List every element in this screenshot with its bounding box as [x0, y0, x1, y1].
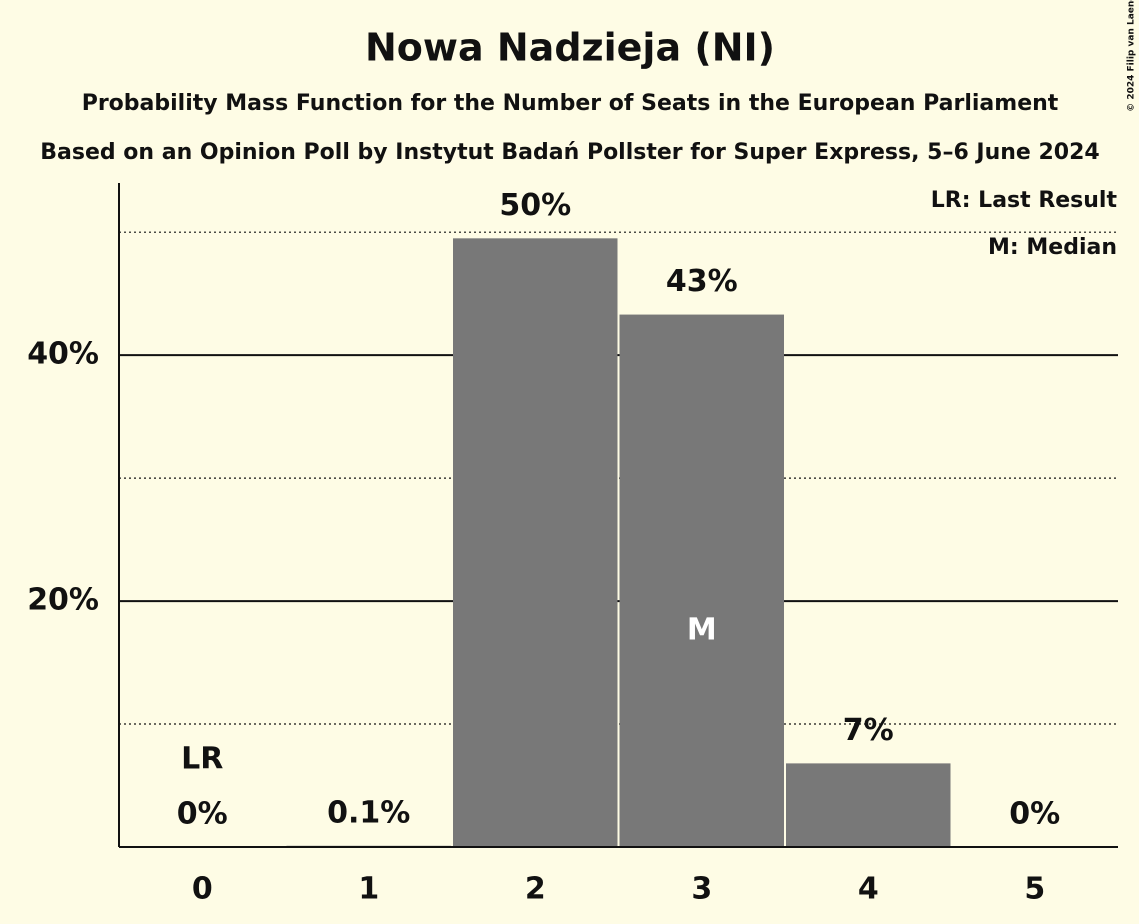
chart-subtitle: Probability Mass Function for the Number… [82, 91, 1059, 116]
value-label: 50% [499, 188, 571, 223]
value-label: 0% [1009, 797, 1060, 832]
x-tick-label: 5 [1024, 872, 1045, 907]
grid [119, 231, 1118, 725]
bar [453, 238, 618, 848]
x-tick-label: 3 [691, 872, 712, 907]
legend-entry: M: Median [988, 235, 1117, 260]
x-tick-label: 4 [858, 872, 879, 907]
y-tick-label: 40% [27, 337, 99, 372]
chart-subtitle: Based on an Opinion Poll by Instytut Bad… [40, 140, 1099, 165]
legend-entry: LR: Last Result [931, 188, 1118, 213]
x-tick-label: 0 [192, 872, 213, 907]
median-marker: M [687, 612, 717, 647]
copyright: © 2024 Filip van Laenen [1127, 0, 1137, 112]
last-result-marker: LR [181, 742, 223, 777]
value-label: 43% [666, 264, 738, 299]
x-tick-label: 1 [358, 872, 379, 907]
value-label: 0% [177, 797, 228, 832]
bar [619, 314, 784, 847]
bar [786, 763, 951, 847]
x-tick-label: 2 [525, 872, 546, 907]
chart-title: Nowa Nadzieja (NI) [365, 26, 775, 70]
y-tick-label: 20% [27, 583, 99, 618]
value-label: 0.1% [327, 795, 410, 830]
value-label: 7% [843, 713, 894, 748]
